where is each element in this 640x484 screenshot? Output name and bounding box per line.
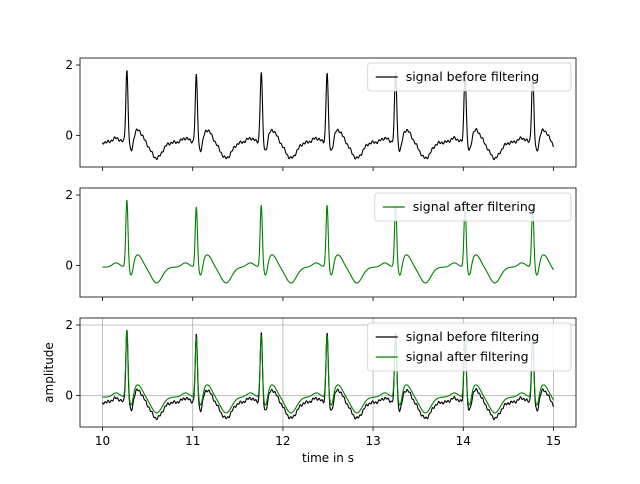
x-axis-label: time in s (302, 451, 354, 465)
legend-box (374, 192, 572, 222)
legend-entry: signal before filtering (406, 69, 540, 84)
panel-1: 0 2 signal before filtering (65, 57, 577, 171)
y-tick-label: 0 (65, 388, 73, 402)
series-line-2 (102, 329, 554, 414)
y-tick-label: 2 (65, 188, 73, 202)
axes-frame (79, 317, 577, 428)
legend-entry: signal after filtering (413, 199, 536, 214)
axes-frame (79, 187, 577, 298)
x-tick-label: 12 (275, 434, 290, 448)
x-tick-label: 11 (185, 434, 200, 448)
y-axis-label: amplitude (42, 342, 56, 403)
x-tick-label: 10 (95, 434, 110, 448)
x-tick-label: 13 (365, 434, 380, 448)
legend-entry: signal after filtering (406, 349, 529, 364)
legend-entry: signal before filtering (406, 329, 540, 344)
axes-frame (79, 57, 577, 168)
y-tick-label: 0 (65, 258, 73, 272)
x-tick-label: 14 (456, 434, 471, 448)
series-line-1 (102, 70, 554, 161)
y-tick-label: 2 (65, 318, 73, 332)
legend: signal before filtering (367, 62, 572, 92)
legend: signal before filtering signal after filt… (367, 322, 572, 372)
y-tick-label: 0 (65, 128, 73, 142)
panel-2: 0 2 signal after filtering (65, 187, 577, 301)
series-line-1 (102, 199, 554, 284)
legend-box (367, 62, 572, 92)
legend: signal after filtering (374, 192, 572, 222)
panel-3: 0 2 10 11 12 13 14 15 amplitude time in s signal b… (42, 317, 577, 465)
x-tick-label: 15 (546, 434, 561, 448)
y-tick-label: 2 (65, 58, 73, 72)
legend-box (367, 322, 572, 372)
